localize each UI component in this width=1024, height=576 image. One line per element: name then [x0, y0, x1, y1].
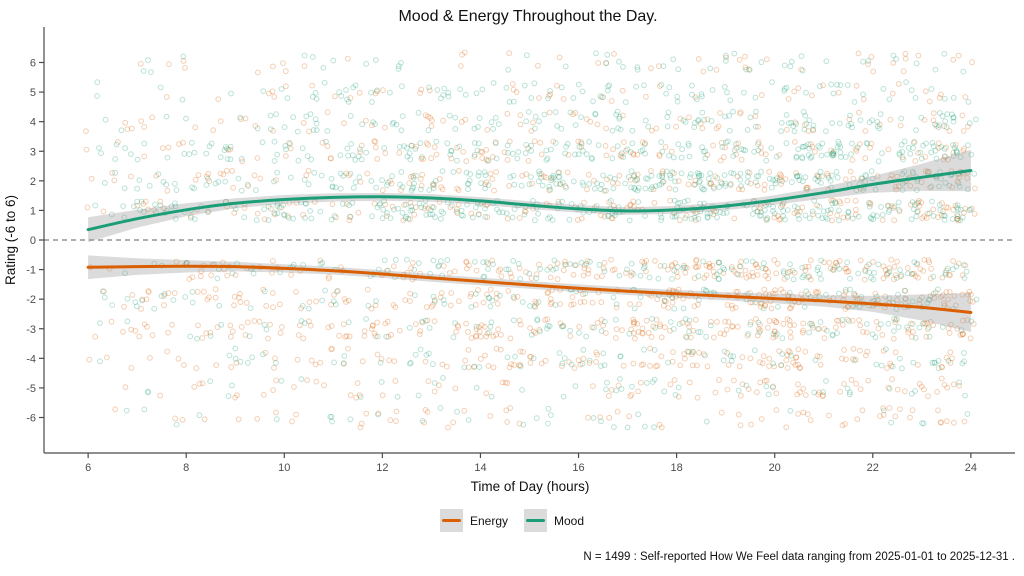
x-tick-label: 16 — [572, 462, 584, 474]
chart-caption: N = 1499 : Self-reported How We Feel dat… — [583, 551, 1015, 563]
trend-line-energy — [86, 264, 973, 314]
legend-label-mood: Mood — [554, 513, 585, 528]
x-tick-label: 6 — [85, 462, 91, 474]
x-tick-label: 24 — [965, 462, 977, 474]
y-tick-label: 1 — [30, 205, 36, 217]
legend-key-energy-icon — [439, 509, 463, 532]
chart-title: Mood & Energy Throughout the Day. — [398, 8, 657, 25]
legend: Energy Mood — [0, 509, 1024, 532]
legend-label-energy: Energy — [469, 513, 508, 528]
legend-item-energy: Energy — [439, 509, 508, 532]
x-tick-label: 20 — [769, 462, 781, 474]
ribbon-energy — [88, 255, 971, 332]
y-tick-label: 6 — [30, 58, 36, 70]
trend-line-mood — [86, 169, 973, 232]
x-tick-label: 18 — [670, 462, 682, 474]
y-tick-label: -2 — [26, 294, 36, 306]
y-tick-label: 2 — [30, 176, 36, 188]
x-tick-label: 14 — [474, 462, 486, 474]
y-tick-label: 0 — [30, 235, 36, 247]
y-tick-label: -3 — [26, 324, 36, 336]
y-tick-label: -4 — [26, 353, 36, 365]
y-tick-label: -6 — [26, 413, 36, 425]
y-tick-label: -5 — [26, 383, 36, 395]
y-tick-label: 4 — [30, 117, 36, 129]
y-axis-label: Rating (-6 to 6) — [3, 195, 18, 285]
legend-key-mood-icon — [524, 509, 547, 532]
x-tick-label: 8 — [183, 462, 189, 474]
legend-item-mood: Mood — [524, 509, 584, 532]
y-tick-label: -1 — [26, 265, 36, 277]
x-tick-label: 10 — [278, 462, 290, 474]
x-tick-label: 12 — [376, 462, 388, 474]
y-tick-label: 5 — [30, 87, 36, 99]
x-axis-label: Time of Day (hours) — [471, 479, 590, 494]
scatter-points-mood — [92, 50, 980, 431]
y-tick-label: 3 — [30, 146, 36, 158]
ribbon-mood — [88, 149, 971, 243]
x-tick-label: 22 — [867, 462, 879, 474]
